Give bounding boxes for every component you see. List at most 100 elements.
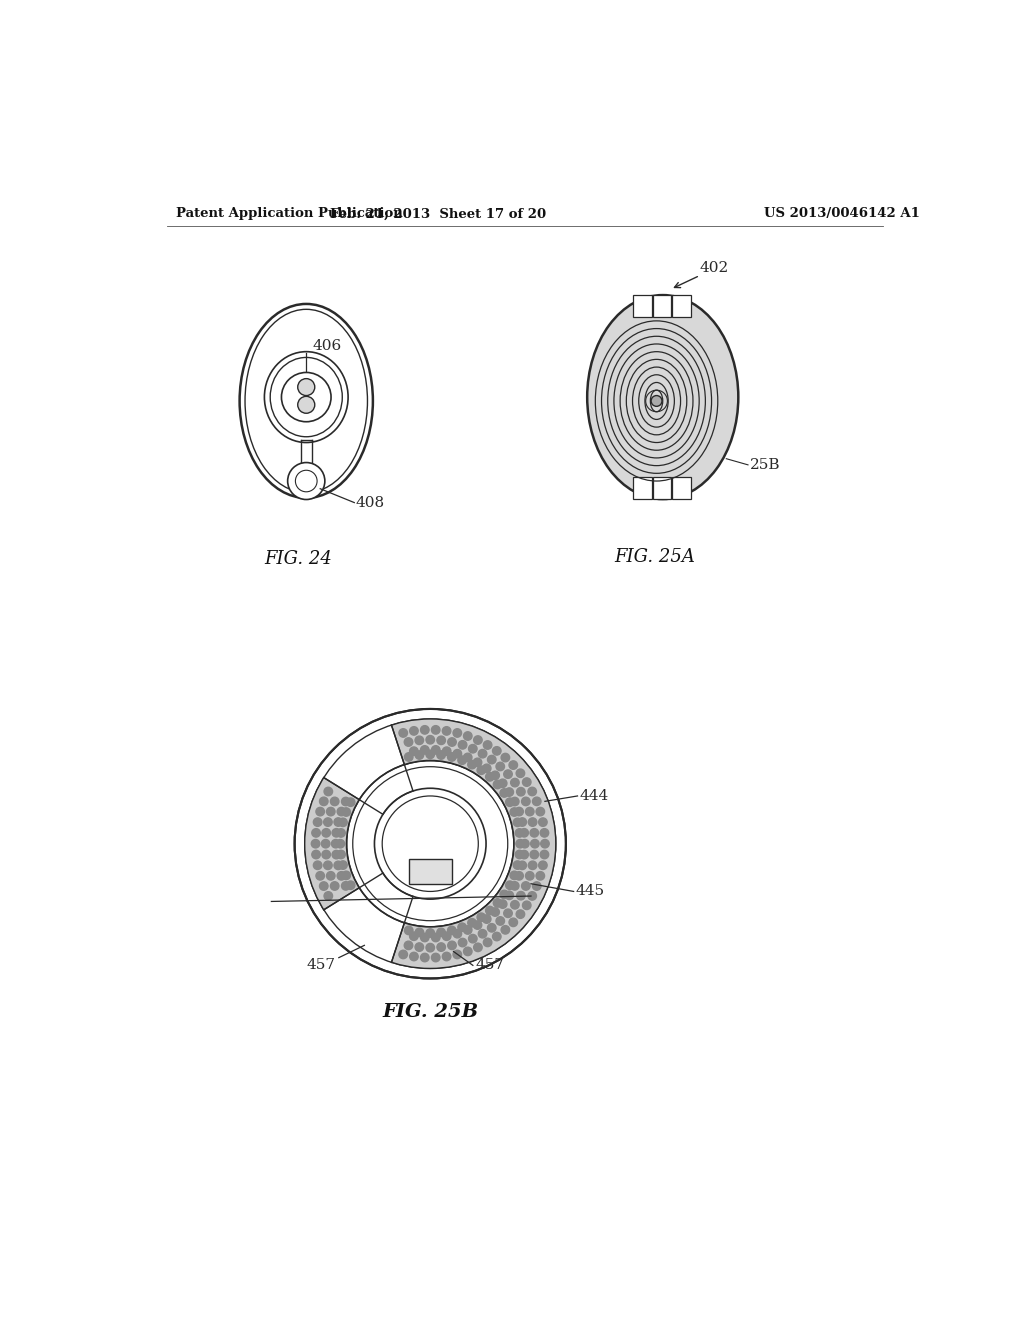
Circle shape bbox=[337, 829, 345, 837]
Circle shape bbox=[501, 925, 510, 935]
Text: 444: 444 bbox=[580, 789, 609, 803]
Wedge shape bbox=[324, 887, 404, 964]
Bar bbox=[633, 296, 652, 317]
Text: Feb. 21, 2013  Sheet 17 of 20: Feb. 21, 2013 Sheet 17 of 20 bbox=[330, 207, 546, 220]
Circle shape bbox=[404, 927, 413, 935]
Circle shape bbox=[541, 850, 549, 859]
Circle shape bbox=[516, 891, 525, 900]
Circle shape bbox=[459, 741, 467, 748]
Circle shape bbox=[334, 818, 342, 826]
Circle shape bbox=[477, 913, 485, 921]
Circle shape bbox=[324, 818, 332, 826]
Circle shape bbox=[464, 925, 472, 935]
Circle shape bbox=[469, 744, 477, 752]
Circle shape bbox=[525, 808, 535, 816]
Text: 408: 408 bbox=[356, 495, 385, 510]
Circle shape bbox=[487, 755, 496, 764]
Text: 25B: 25B bbox=[750, 458, 780, 471]
Circle shape bbox=[410, 747, 418, 755]
Circle shape bbox=[505, 788, 513, 796]
Circle shape bbox=[505, 891, 513, 899]
Circle shape bbox=[399, 950, 408, 958]
Circle shape bbox=[528, 818, 537, 826]
Circle shape bbox=[311, 850, 321, 859]
Circle shape bbox=[483, 741, 492, 750]
Circle shape bbox=[500, 789, 509, 797]
Circle shape bbox=[485, 907, 495, 915]
Circle shape bbox=[324, 787, 333, 796]
Circle shape bbox=[375, 788, 486, 899]
Circle shape bbox=[404, 752, 413, 762]
Circle shape bbox=[431, 953, 440, 962]
Circle shape bbox=[298, 396, 314, 413]
Bar bbox=[633, 478, 652, 499]
Text: FIG. 25A: FIG. 25A bbox=[614, 548, 695, 566]
Circle shape bbox=[520, 840, 529, 847]
Circle shape bbox=[473, 758, 481, 767]
Circle shape bbox=[494, 899, 502, 907]
Circle shape bbox=[322, 850, 331, 859]
Ellipse shape bbox=[264, 351, 348, 442]
Circle shape bbox=[458, 756, 466, 764]
Circle shape bbox=[494, 780, 502, 789]
Text: 402: 402 bbox=[700, 261, 729, 275]
Circle shape bbox=[346, 799, 355, 807]
Circle shape bbox=[426, 735, 434, 744]
Circle shape bbox=[322, 829, 331, 837]
Circle shape bbox=[541, 829, 549, 837]
Circle shape bbox=[516, 909, 524, 919]
Text: 457: 457 bbox=[306, 958, 335, 973]
Circle shape bbox=[453, 729, 462, 737]
Circle shape bbox=[415, 928, 424, 937]
Circle shape bbox=[437, 942, 445, 952]
Bar bbox=[409, 859, 452, 884]
Circle shape bbox=[478, 929, 486, 939]
Circle shape bbox=[346, 760, 514, 927]
Circle shape bbox=[511, 900, 519, 909]
Circle shape bbox=[431, 933, 440, 941]
Circle shape bbox=[322, 840, 330, 847]
Circle shape bbox=[468, 760, 476, 768]
Text: Patent Application Publication: Patent Application Publication bbox=[176, 207, 402, 220]
Circle shape bbox=[442, 747, 451, 755]
Circle shape bbox=[496, 762, 505, 771]
Wedge shape bbox=[305, 719, 556, 969]
Circle shape bbox=[482, 915, 490, 923]
Circle shape bbox=[298, 379, 314, 396]
Circle shape bbox=[453, 929, 462, 939]
Circle shape bbox=[415, 751, 424, 759]
Circle shape bbox=[522, 777, 531, 787]
Circle shape bbox=[528, 787, 537, 796]
Circle shape bbox=[421, 726, 429, 734]
Circle shape bbox=[404, 738, 413, 746]
Circle shape bbox=[516, 788, 525, 796]
Circle shape bbox=[474, 735, 482, 744]
Text: 406: 406 bbox=[312, 338, 342, 352]
Circle shape bbox=[319, 882, 328, 890]
Text: 445: 445 bbox=[575, 884, 605, 899]
Circle shape bbox=[421, 933, 429, 941]
Circle shape bbox=[515, 829, 523, 837]
Text: 438: 438 bbox=[416, 833, 444, 847]
Circle shape bbox=[521, 797, 530, 805]
Circle shape bbox=[459, 939, 467, 946]
Circle shape bbox=[518, 818, 526, 826]
Circle shape bbox=[342, 871, 350, 879]
Circle shape bbox=[510, 808, 518, 816]
Circle shape bbox=[447, 941, 457, 949]
Circle shape bbox=[511, 797, 519, 805]
Circle shape bbox=[332, 829, 341, 837]
Circle shape bbox=[331, 797, 339, 805]
Circle shape bbox=[473, 921, 481, 929]
Circle shape bbox=[337, 850, 345, 859]
Circle shape bbox=[313, 818, 322, 826]
Circle shape bbox=[506, 880, 514, 890]
Circle shape bbox=[324, 861, 332, 870]
Circle shape bbox=[282, 372, 331, 422]
Circle shape bbox=[342, 808, 350, 816]
Circle shape bbox=[520, 850, 528, 859]
Circle shape bbox=[399, 729, 408, 737]
Circle shape bbox=[532, 797, 541, 805]
Circle shape bbox=[447, 752, 456, 762]
Circle shape bbox=[490, 908, 500, 916]
